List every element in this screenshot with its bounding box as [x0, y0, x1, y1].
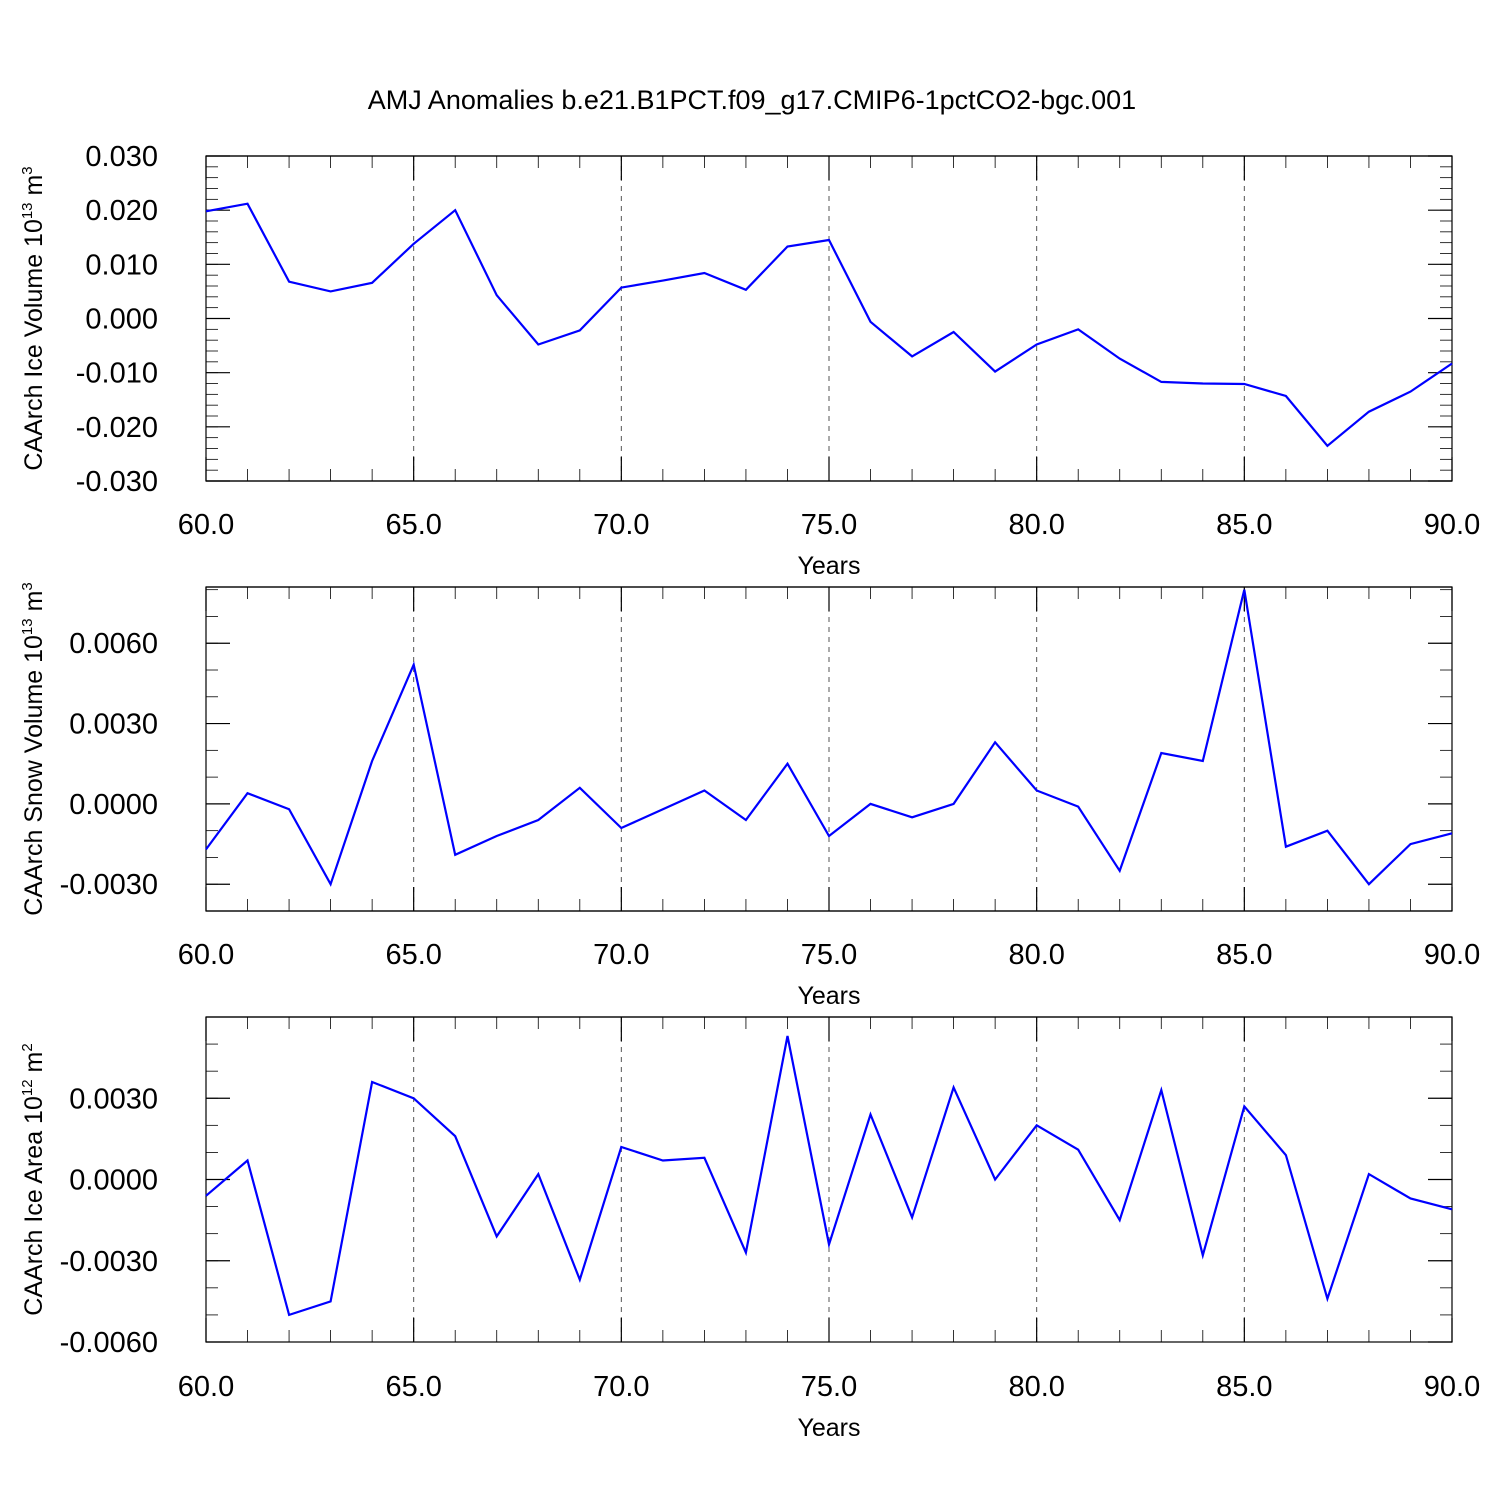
y-axis-label-text: CAArch Snow Volume 10: [20, 635, 48, 916]
y-tick-label: -0.0060: [60, 1327, 158, 1359]
y-tick-label: 0.030: [85, 141, 158, 173]
y-axis-label-exponent: 13: [19, 202, 36, 219]
y-axis-label-text: CAArch Ice Area 10: [20, 1096, 48, 1316]
y-tick-label: 0.020: [85, 195, 158, 227]
y-axis-label-unit: m: [20, 175, 48, 203]
y-tick-label: -0.010: [76, 358, 158, 390]
x-tick-label: 90.0: [1424, 509, 1480, 541]
x-tick-label: 80.0: [1008, 1371, 1064, 1403]
y-axis-label: CAArch Ice Area 1012 m2: [19, 1043, 48, 1315]
panel-1: 60.0 65.0 70.0 75.0 80.0 85.0 90.0 0.030 0.020 0.…: [19, 141, 1480, 580]
y-axis-label-exponent: 12: [19, 1079, 36, 1096]
y-axis-label-unit-exponent: 3: [19, 582, 36, 590]
series-line: [205, 202, 1453, 448]
y-axis-label-unit: m: [20, 1052, 48, 1080]
y-tick-label: 0.0000: [69, 789, 158, 821]
panel-3: 60.0 65.0 70.0 75.0 80.0 85.0 90.0 0.0030 0.0000…: [19, 1016, 1480, 1442]
y-tick-label: 0.000: [85, 304, 158, 336]
x-tick-label: 90.0: [1424, 1371, 1480, 1403]
figure-title: AMJ Anomalies b.e21.B1PCT.f09_g17.CMIP6-…: [368, 85, 1136, 115]
y-tick-label: -0.0030: [60, 1246, 158, 1278]
x-axis-label: Years: [797, 1414, 860, 1442]
x-tick-label: 85.0: [1216, 939, 1272, 971]
x-tick-label: 85.0: [1216, 1371, 1272, 1403]
x-tick-label: 65.0: [385, 1371, 441, 1403]
x-tick-label: 60.0: [178, 1371, 234, 1403]
x-tick-label: 85.0: [1216, 509, 1272, 541]
x-tick-label: 70.0: [593, 939, 649, 971]
y-tick-label: 0.0030: [69, 709, 158, 741]
x-tick-label: 75.0: [801, 1371, 857, 1403]
x-tick-label: 65.0: [385, 939, 441, 971]
x-tick-label: 70.0: [593, 1371, 649, 1403]
y-axis-label: CAArch Ice Volume 1013 m3: [19, 166, 48, 470]
x-tick-label: 60.0: [178, 939, 234, 971]
x-axis-label: Years: [797, 982, 860, 1010]
series-line: [205, 589, 1453, 887]
x-tick-label: 75.0: [801, 939, 857, 971]
x-tick-label: 90.0: [1424, 939, 1480, 971]
x-tick-label: 80.0: [1008, 939, 1064, 971]
panels: 60.0 65.0 70.0 75.0 80.0 85.0 90.0 0.030 0.020 0.…: [19, 141, 1480, 1442]
x-tick-label: 70.0: [593, 509, 649, 541]
y-axis-label-unit-exponent: 2: [19, 1043, 36, 1051]
x-axis-label: Years: [797, 552, 860, 580]
y-tick-label: -0.020: [76, 412, 158, 444]
y-tick-label: 0.010: [85, 249, 158, 281]
x-tick-label: 80.0: [1008, 509, 1064, 541]
y-tick-label: -0.030: [76, 466, 158, 498]
series-line: [205, 1035, 1453, 1317]
y-tick-label: 0.0000: [69, 1165, 158, 1197]
y-axis-label-exponent: 13: [19, 618, 36, 635]
panel-2: 60.0 65.0 70.0 75.0 80.0 85.0 90.0 0.0060 0.0030…: [19, 582, 1480, 1010]
y-axis-label-text: CAArch Ice Volume 10: [20, 219, 48, 471]
y-axis-label-unit: m: [20, 591, 48, 619]
y-tick-label: -0.0030: [60, 869, 158, 901]
y-tick-label: 0.0030: [69, 1083, 158, 1115]
y-axis-label: CAArch Snow Volume 1013 m3: [19, 582, 48, 916]
y-axis-label-unit-exponent: 3: [19, 166, 36, 174]
x-tick-label: 75.0: [801, 509, 857, 541]
y-tick-label: 0.0060: [69, 628, 158, 660]
x-tick-label: 60.0: [178, 509, 234, 541]
x-tick-label: 65.0: [385, 509, 441, 541]
